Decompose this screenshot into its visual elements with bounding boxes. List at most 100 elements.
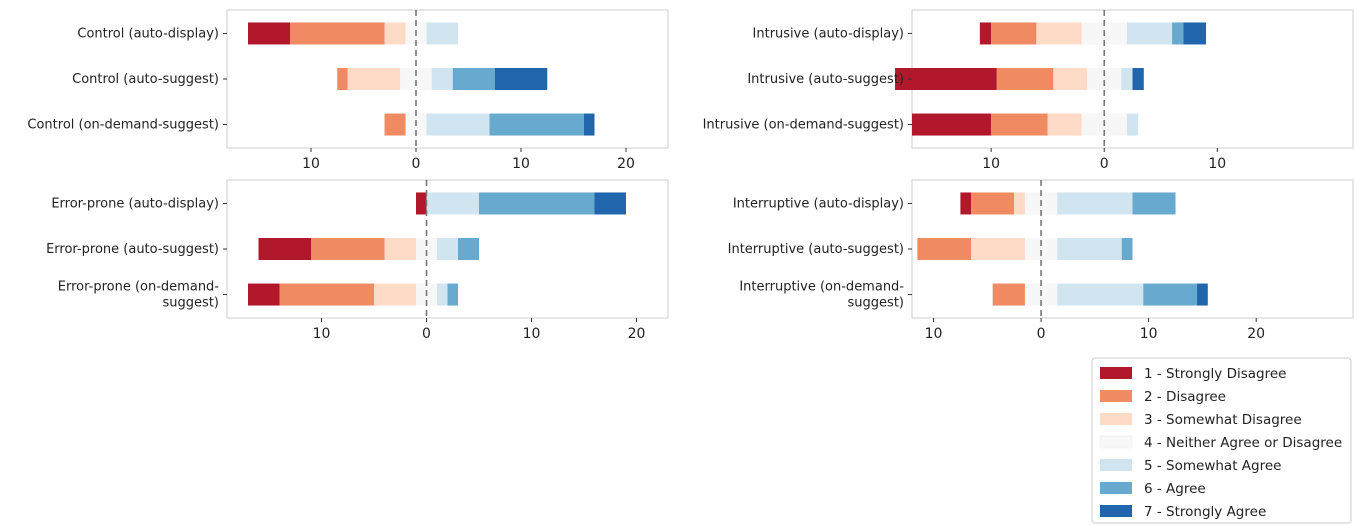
bar-segment-level-2 xyxy=(337,68,348,90)
panel-4: Interruptive (auto-display) Interruptive … xyxy=(728,179,1354,342)
bar-segment-level-3 xyxy=(1053,68,1088,90)
legend-label: 6 - Agree xyxy=(1144,481,1206,497)
bar-segment-level-3 xyxy=(1047,113,1082,136)
bar-segment-level-5 xyxy=(431,68,453,90)
row-label: Interruptive (auto-suggest) xyxy=(728,242,904,257)
x-tick-label: 10 xyxy=(1208,156,1226,172)
x-tick-label: 10 xyxy=(982,156,1000,172)
row-label: Interruptive (on-demand-suggest) xyxy=(739,280,904,311)
legend-label: 7 - Strongly Agree xyxy=(1144,504,1266,520)
bar-segment-level-3 xyxy=(1036,22,1082,45)
bar-segment-level-2 xyxy=(991,22,1037,45)
bar-segment-level-1 xyxy=(258,238,311,260)
bar-segment-level-7 xyxy=(1183,22,1206,45)
bar-segment-level-6 xyxy=(1121,238,1133,260)
legend-label: 5 - Somewhat Agree xyxy=(1144,458,1281,474)
bar-segment-level-1 xyxy=(248,283,280,306)
bar-segment-level-4 xyxy=(400,68,432,90)
bar-segment-level-6 xyxy=(458,238,479,260)
bar-segment-level-6 xyxy=(479,192,595,215)
panel-2: Intrusive (auto-display) Intrusive (auto-… xyxy=(703,9,1354,172)
bar-segment-level-2 xyxy=(991,113,1048,136)
bar-segment-level-5 xyxy=(437,283,448,306)
x-tick-label: 10 xyxy=(512,156,530,172)
x-tick-label: 20 xyxy=(1247,326,1265,342)
bar-segment-level-2 xyxy=(996,68,1054,90)
bar-segment-level-1 xyxy=(248,22,290,45)
x-tick-label: 20 xyxy=(617,156,635,172)
bar-segment-level-6 xyxy=(1132,192,1176,215)
legend-swatch xyxy=(1100,482,1132,494)
x-tick-label: 0 xyxy=(1037,326,1046,342)
bar-segment-level-6 xyxy=(1143,283,1198,306)
bar-segment-level-2 xyxy=(279,283,374,306)
bar-segment-level-2 xyxy=(971,192,1015,215)
bar-segment-level-4 xyxy=(1024,238,1058,260)
bar-segment-level-6 xyxy=(1172,22,1184,45)
bar-segment-level-2 xyxy=(384,113,406,136)
bar-segment-level-3 xyxy=(384,22,406,45)
legend-label: 2 - Disagree xyxy=(1144,389,1226,405)
bar-segment-level-4 xyxy=(1087,68,1122,90)
bar-segment-level-5 xyxy=(1057,238,1122,260)
bar-segment-level-1 xyxy=(912,113,992,136)
row-label-line: Error-prone (on-demand- xyxy=(58,280,220,295)
legend-label: 1 - Strongly Disagree xyxy=(1144,366,1286,382)
bar-segment-level-4 xyxy=(416,238,437,260)
bar-segment-level-3 xyxy=(384,238,416,260)
bar-segment-level-7 xyxy=(1197,283,1208,306)
legend-swatch xyxy=(1099,435,1133,449)
x-tick-label: 10 xyxy=(523,326,541,342)
x-tick-label: 20 xyxy=(628,326,646,342)
bar-segment-level-2 xyxy=(992,283,1025,306)
bar-segment-level-2 xyxy=(917,238,972,260)
bar-segment-level-5 xyxy=(1057,192,1133,215)
x-tick-label: 0 xyxy=(1100,156,1109,172)
x-tick-label: 10 xyxy=(1140,326,1158,342)
x-tick-label: 0 xyxy=(422,326,431,342)
x-tick-label: 10 xyxy=(313,326,331,342)
bar-segment-level-3 xyxy=(374,283,416,306)
row-label: Intrusive (auto-suggest) xyxy=(747,72,904,87)
bar-segment-level-5 xyxy=(426,22,458,45)
bar-segment-level-5 xyxy=(1121,68,1133,90)
bar-segment-level-1 xyxy=(416,192,427,215)
legend-label: 4 - Neither Agree or Disagree xyxy=(1144,435,1342,451)
row-label-line: Interruptive (on-demand- xyxy=(739,280,904,295)
bar-segment-level-6 xyxy=(452,68,495,90)
legend: 1 - Strongly Disagree 2 - Disagree 3 - Som… xyxy=(1091,357,1352,524)
legend-swatch xyxy=(1100,459,1132,471)
bar-segment-level-6 xyxy=(489,113,584,136)
row-label-line: suggest) xyxy=(848,296,904,311)
bar-segment-level-5 xyxy=(1126,113,1139,136)
bar-segment-level-3 xyxy=(971,238,1025,260)
bar-segment-level-7 xyxy=(494,68,548,90)
row-label: Error-prone (auto-display) xyxy=(51,196,219,211)
bar-segment-level-5 xyxy=(426,192,479,215)
bar-segment-level-7 xyxy=(594,192,626,215)
row-label: Error-prone (on-demand-suggest) xyxy=(58,280,220,311)
panels-layer: Control (auto-display) Control (auto-sugg… xyxy=(27,9,1354,342)
bar-segment-level-6 xyxy=(447,283,458,306)
bar-segment-level-3 xyxy=(347,68,401,90)
row-label: Interruptive (auto-display) xyxy=(733,196,904,211)
legend-frame xyxy=(1091,357,1352,524)
bar-segment-level-3 xyxy=(1014,192,1025,215)
row-label: Intrusive (on-demand-suggest) xyxy=(703,118,904,133)
legend-swatch xyxy=(1100,390,1132,402)
legend-swatch xyxy=(1100,413,1132,425)
bar-segment-level-5 xyxy=(1126,22,1173,45)
panel-3: Error-prone (auto-display) Error-prone (a… xyxy=(46,179,669,342)
bar-segment-level-1 xyxy=(960,192,972,215)
legend-swatch xyxy=(1100,505,1132,517)
bar-segment-level-1 xyxy=(895,68,997,90)
bar-segment-level-7 xyxy=(584,113,595,136)
x-tick-label: 0 xyxy=(412,156,421,172)
row-label: Control (auto-display) xyxy=(77,26,219,41)
row-label: Control (auto-suggest) xyxy=(72,72,219,87)
bar-segment-level-2 xyxy=(311,238,385,260)
legend-label: 3 - Somewhat Disagree xyxy=(1144,412,1302,428)
bar-segment-level-5 xyxy=(437,238,458,260)
row-label: Intrusive (auto-display) xyxy=(753,26,904,41)
x-tick-label: 10 xyxy=(925,326,943,342)
